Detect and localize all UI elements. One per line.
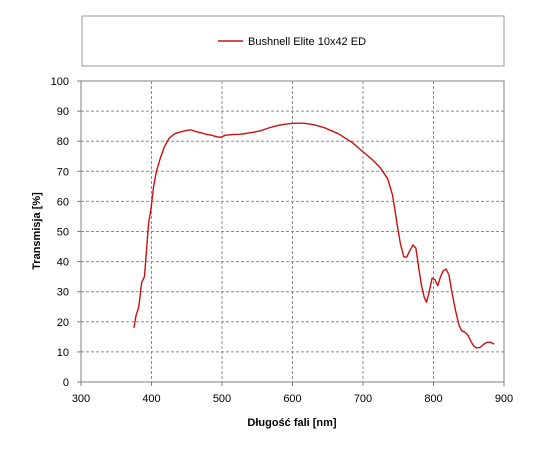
y-tick-label: 40 (57, 257, 69, 269)
x-tick-label: 700 (354, 393, 372, 405)
y-tick-label: 60 (57, 196, 69, 208)
y-tick-label: 90 (57, 106, 69, 118)
y-tick-label: 30 (57, 287, 69, 299)
y-tick-label: 50 (57, 227, 69, 239)
y-tick-label: 70 (57, 166, 69, 178)
x-tick-label: 300 (72, 393, 90, 405)
y-tick-label: 0 (63, 377, 69, 389)
x-tick-label: 900 (495, 393, 513, 405)
y-tick-label: 100 (51, 76, 69, 88)
x-tick-label: 500 (213, 393, 231, 405)
y-axis-title: Transmisja [%] (31, 192, 43, 270)
y-tick-label: 80 (57, 136, 69, 148)
legend-entry: Bushnell Elite 10x42 ED (248, 36, 366, 48)
x-axis-title: Długość fali [nm] (247, 417, 337, 429)
x-tick-label: 400 (142, 393, 160, 405)
x-tick-label: 800 (424, 393, 442, 405)
grid (77, 80, 505, 386)
legend-box (81, 15, 505, 67)
y-tick-label: 10 (57, 347, 69, 359)
series-layer (133, 122, 495, 349)
y-tick-label: 20 (57, 317, 69, 329)
series-line-bushnell-elite (133, 122, 495, 349)
x-tick-label: 600 (283, 393, 301, 405)
tick-labels: 300 400 500 600 700 800 900 0 10 20 30 40 50 60 70 80 90… (51, 76, 514, 405)
